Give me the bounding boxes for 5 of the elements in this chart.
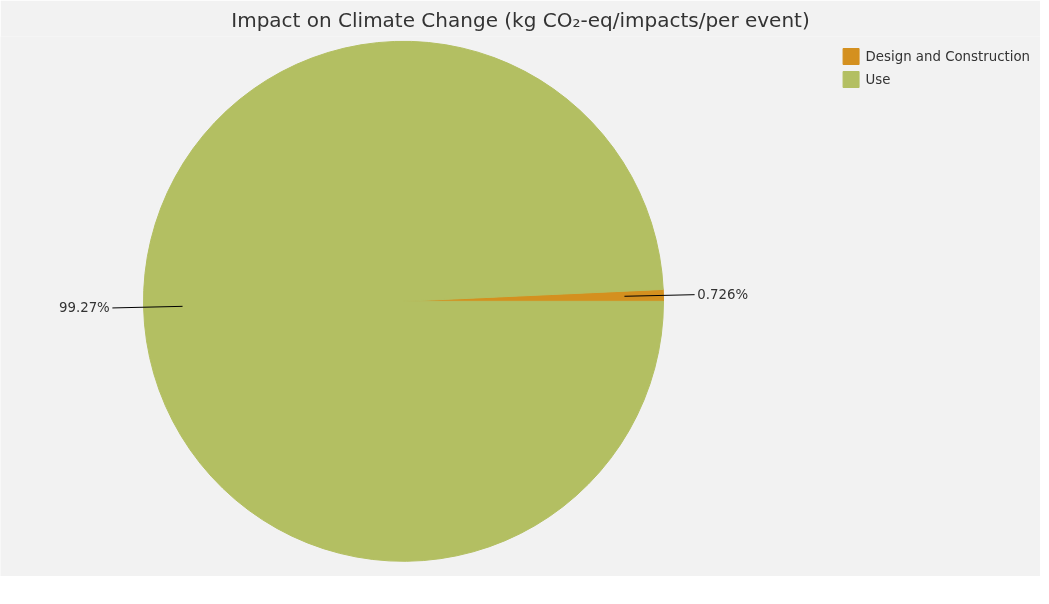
data-label: 0.726% xyxy=(697,287,749,303)
data-label: 99.27% xyxy=(58,300,110,316)
chart-title: Impact on Climate Change (kg CO₂-eq/impacts/per event) xyxy=(231,7,810,32)
legend-label: Design and Construction xyxy=(865,48,1030,64)
legend-label: Use xyxy=(865,71,891,87)
